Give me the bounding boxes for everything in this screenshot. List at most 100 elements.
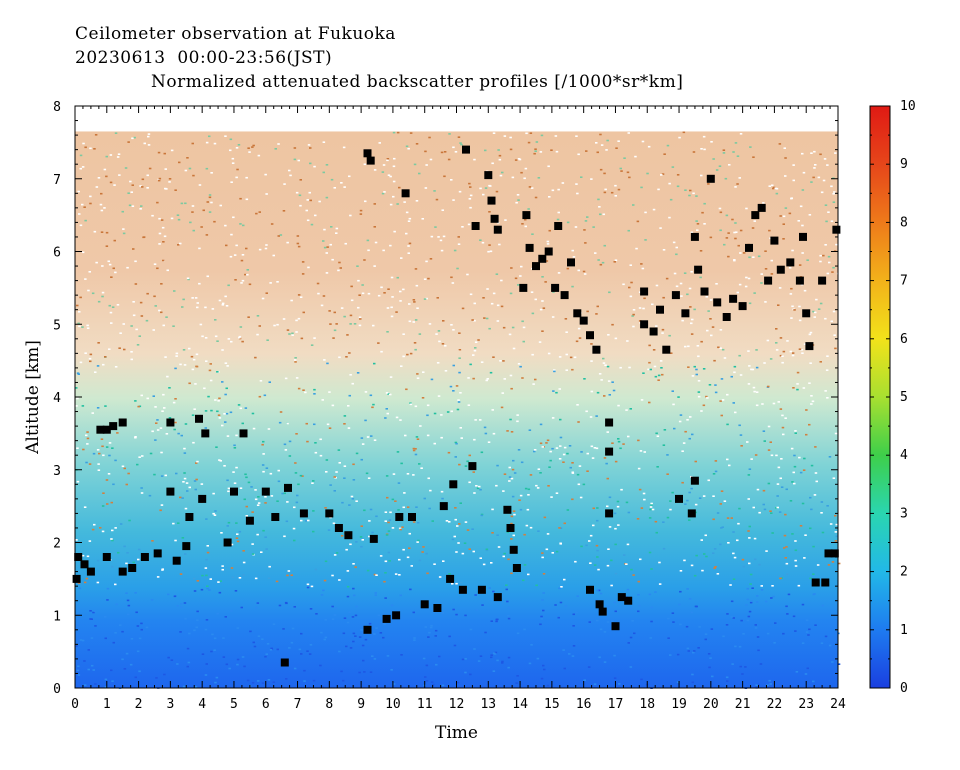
cloud-base-point [102,425,111,434]
colorbar-tick-label: 10 [900,99,916,114]
cloud-base-point [617,593,626,602]
y-tick-label: 2 [53,537,61,552]
x-tick-label: 11 [417,697,433,712]
x-tick-label: 0 [71,697,79,712]
cloud-base-point [687,509,696,518]
x-tick-label: 2 [135,697,143,712]
cloud-base-point [433,604,442,612]
cloud-base-point [656,305,664,314]
y-tick-label: 5 [53,318,61,333]
cloud-base-point [738,302,747,311]
colorbar-tick-label: 4 [900,448,908,463]
cloud-base-point [458,585,467,594]
backscatter-field [75,131,838,688]
cloud-base-point [245,516,254,525]
cloud-base-point [722,313,731,321]
cloud-base-point [700,287,709,296]
cloud-base-point [366,156,375,165]
x-tick-label: 8 [325,697,333,712]
cloud-base-point [299,509,308,518]
cloud-base-point [595,600,604,609]
cloud-base-point [80,560,89,569]
cloud-base-point [662,345,671,354]
cloud-base-point [802,309,811,318]
cloud-base-point [439,502,448,511]
cloud-base-point [690,476,699,485]
x-tick-label: 23 [798,697,814,712]
cloud-base-point [544,247,553,256]
cloud-base-point [392,611,401,620]
cloud-base-point [166,487,175,496]
cloud-base-point [395,513,404,521]
cloud-base-point [118,418,127,427]
cloud-base-point [598,607,607,616]
cloud-base-point [640,287,649,296]
cloud-base-point [532,262,540,271]
cloud-base-markers [72,145,841,667]
cloud-base-point [185,513,194,521]
y-tick-label: 0 [53,682,61,697]
cloud-base-point [325,509,334,518]
x-axis-label: Time [435,723,478,743]
cloud-base-point [770,236,779,245]
cloud-base-point [506,524,515,532]
cloud-base-point [522,211,531,220]
plot-area [75,131,841,689]
cloud-base-point [624,596,633,605]
x-tick-label: 14 [512,697,528,712]
x-tick-label: 22 [767,697,783,712]
cloud-base-point [509,545,518,554]
cloud-base-point [446,574,455,583]
x-tick-label: 18 [639,697,655,712]
x-tick-label: 21 [735,697,751,712]
cloud-base-point [72,574,81,583]
cloud-base-point [344,531,353,540]
x-tick-label: 1 [103,697,111,712]
colorbar-tick-label: 5 [900,390,908,405]
cloud-base-point [140,553,149,561]
colorbar-tick-label: 9 [900,157,908,172]
cloud-base-point [611,622,620,631]
colorbar-tick-label: 8 [900,215,908,230]
cloud-base-point [795,276,804,285]
cloud-base-point [471,222,480,230]
cloud-base-point [503,505,512,514]
x-tick-label: 7 [294,697,302,712]
cloud-base-point [462,145,470,154]
cloud-base-point [484,171,493,180]
cloud-base-point [118,567,127,576]
cloud-base-point [490,214,499,223]
cloud-base-point [408,513,416,521]
cloud-base-point [671,291,680,300]
cloud-base-point [74,553,83,561]
cloud-base-point [729,294,738,303]
colorbar-tick-label: 1 [900,623,908,638]
cloud-base-point [525,243,534,252]
cloud-base-point [363,625,372,634]
cloud-base-point [586,331,594,340]
cloud-base-point [230,487,238,496]
figure-title-line-2: 20230613 00:00-23:56(JST) [75,48,333,68]
cloud-base-point [713,298,722,307]
cloud-base-point [824,549,833,558]
cloud-base-point [239,429,248,438]
cloud-base-point [420,600,429,609]
cloud-base-point [284,483,292,492]
cloud-base-point [799,232,807,241]
cloud-base-point [776,265,785,274]
x-tick-label: 12 [449,697,465,712]
cloud-base-point [201,429,210,438]
cloud-base-point [757,203,766,212]
cloud-base-point [586,585,594,594]
x-tick-label: 20 [703,697,719,712]
colorbar-tick-label: 6 [900,332,908,347]
y-axis-label: Altitude [km] [23,340,43,455]
cloud-base-point [818,276,827,285]
cloud-base-point [261,487,270,496]
cloud-base-point [512,564,521,572]
x-tick-label: 6 [262,697,270,712]
cloud-base-point [382,614,391,623]
y-tick-label: 1 [53,609,61,624]
cloud-base-point [172,556,181,565]
x-tick-label: 17 [608,697,624,712]
